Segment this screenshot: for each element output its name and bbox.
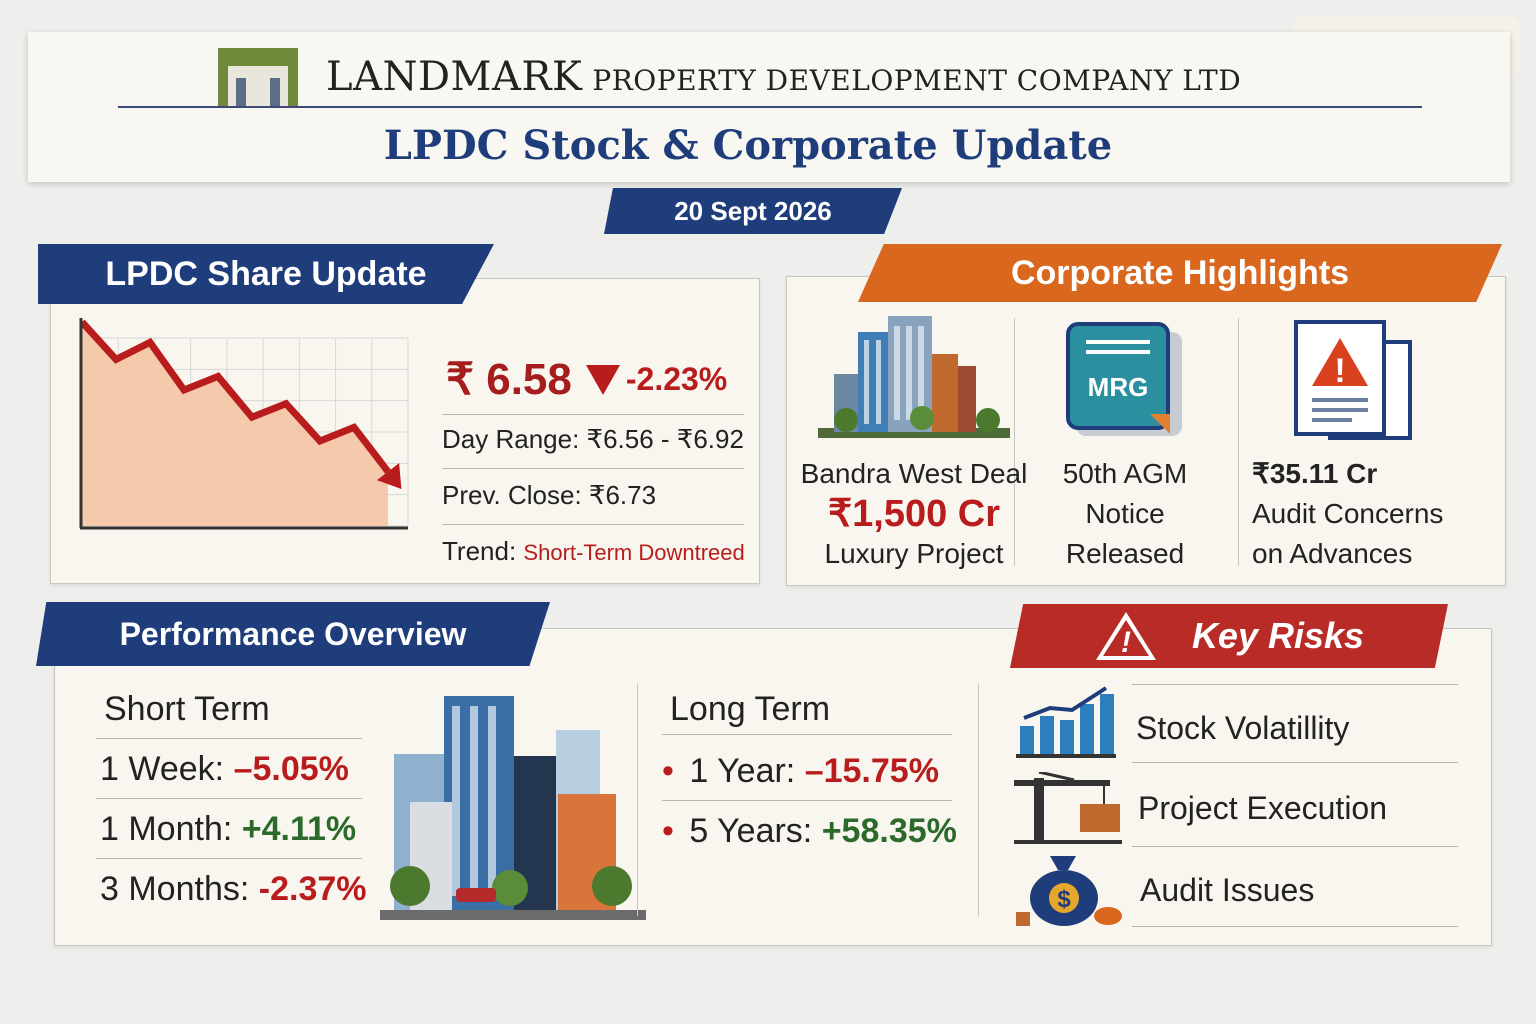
highlight-audit: ₹35.11 Cr Audit Concerns on Advances [1252, 454, 1466, 574]
highlight-line: Bandra West Deal [800, 458, 1028, 489]
key-risks-title: Key Risks [1191, 615, 1365, 656]
logo-pillar [236, 78, 246, 106]
svg-text:!: ! [1121, 626, 1131, 659]
performance-panel [54, 628, 1492, 946]
column-divider [637, 684, 638, 916]
period-value: -2.37% [258, 870, 367, 908]
long-term-row: • 1 Year: –15.75% [662, 752, 939, 791]
divider [1132, 684, 1458, 685]
divider [1132, 926, 1458, 927]
highlight-line: 50th AGM [1062, 458, 1188, 489]
short-term-row: 3 Months: -2.37% [100, 870, 367, 909]
page-title: LPDC Stock & Corporate Update [383, 122, 1113, 169]
share-price: ₹ 6.58 [446, 355, 572, 404]
logo-pillar [270, 78, 280, 106]
period-label: 1 Year: [689, 752, 796, 790]
warning-icon: ! [1095, 612, 1156, 660]
period-label: 5 Years: [689, 812, 813, 850]
long-term-heading: Long Term [670, 690, 831, 728]
buildings-icon [818, 316, 1010, 438]
header-divider [118, 106, 1422, 108]
key-risks-banner: ! Key Risks [1010, 604, 1448, 668]
highlight-line: Notice [1085, 498, 1165, 529]
divider [442, 468, 744, 469]
price-change: -2.23% [625, 361, 728, 397]
short-term-row: 1 Month: +4.11% [100, 810, 356, 849]
highlight-agm: 50th AGM Notice Released [1024, 454, 1226, 574]
divider [1132, 846, 1458, 847]
risk-item: Project Execution [1138, 790, 1388, 826]
svg-text:!: ! [1334, 352, 1345, 390]
highlight-amount: ₹35.11 Cr [1252, 458, 1378, 489]
divider [662, 800, 952, 801]
period-label: 1 Week: [100, 750, 225, 788]
date-badge: 20 Sept 2026 [604, 188, 902, 234]
bar-chart-icon [1016, 686, 1116, 758]
column-divider [978, 684, 979, 916]
highlight-line: Released [1065, 538, 1185, 569]
divider [1132, 762, 1458, 763]
highlight-line: Luxury Project [824, 538, 1004, 569]
money-bag-icon: $ [1016, 856, 1122, 926]
warning-document-icon: ! [1294, 320, 1412, 440]
highlight-bandra: Bandra West Deal ₹1,500 Cr Luxury Projec… [796, 454, 1032, 574]
price-row: ₹ 6.58 -2.23% [446, 354, 727, 405]
period-value: +58.35% [821, 812, 957, 850]
company-name: LANDMARK PROPERTY DEVELOPMENT COMPANY LT… [326, 54, 1242, 100]
short-term-heading: Short Term [104, 690, 270, 728]
divider [442, 524, 744, 525]
company-name-main: LANDMARK [326, 54, 583, 100]
chart-arrowhead [376, 463, 402, 490]
divider [442, 414, 744, 415]
short-term-row: 1 Week: –5.05% [100, 750, 349, 789]
period-value: +4.11% [241, 810, 357, 848]
bullet-icon: • [662, 812, 674, 850]
divider [96, 858, 362, 859]
day-range: Day Range: ₹6.56 - ₹6.92 [442, 424, 744, 454]
performance-banner: Performance Overview [36, 602, 550, 666]
long-term-row: • 5 Years: +58.35% [662, 812, 957, 851]
highlight-amount: ₹1,500 Cr [827, 493, 1001, 535]
highlight-line: on Advances [1252, 538, 1413, 569]
share-update-banner: LPDC Share Update [38, 244, 494, 304]
highlight-line: Audit Concerns [1252, 498, 1444, 529]
down-arrow-icon [585, 364, 620, 395]
city-buildings-icon [380, 696, 646, 920]
period-value: –15.75% [804, 752, 939, 790]
risk-item: Audit Issues [1140, 872, 1315, 908]
chart-area [82, 322, 388, 526]
bullet-icon: • [662, 752, 674, 790]
company-logo [218, 48, 298, 106]
column-divider [1238, 318, 1239, 566]
divider [96, 798, 362, 799]
period-label: 1 Month: [100, 810, 233, 848]
corporate-highlights-banner: Corporate Highlights [858, 244, 1502, 302]
risk-item: Stock Volatillity [1136, 710, 1350, 746]
divider [96, 738, 362, 739]
chart-line [79, 319, 391, 474]
trend-value: Short-Term Downtreed [523, 540, 745, 565]
svg-text:$: $ [1057, 886, 1071, 913]
trend: Trend: Short-Term Downtreed [442, 536, 745, 567]
prev-close: Prev. Close: ₹6.73 [442, 480, 657, 510]
company-name-rest: PROPERTY DEVELOPMENT COMPANY LTD [592, 64, 1242, 97]
trend-label: Trend: [442, 536, 517, 566]
book-icon-label: MRG [1088, 372, 1149, 402]
book-icon: MRG [1066, 322, 1182, 436]
column-divider [1014, 318, 1015, 566]
period-label: 3 Months: [100, 870, 250, 908]
divider [662, 734, 952, 735]
period-value: –5.05% [233, 750, 349, 788]
share-price-chart [79, 318, 409, 530]
crane-icon [1014, 772, 1122, 844]
